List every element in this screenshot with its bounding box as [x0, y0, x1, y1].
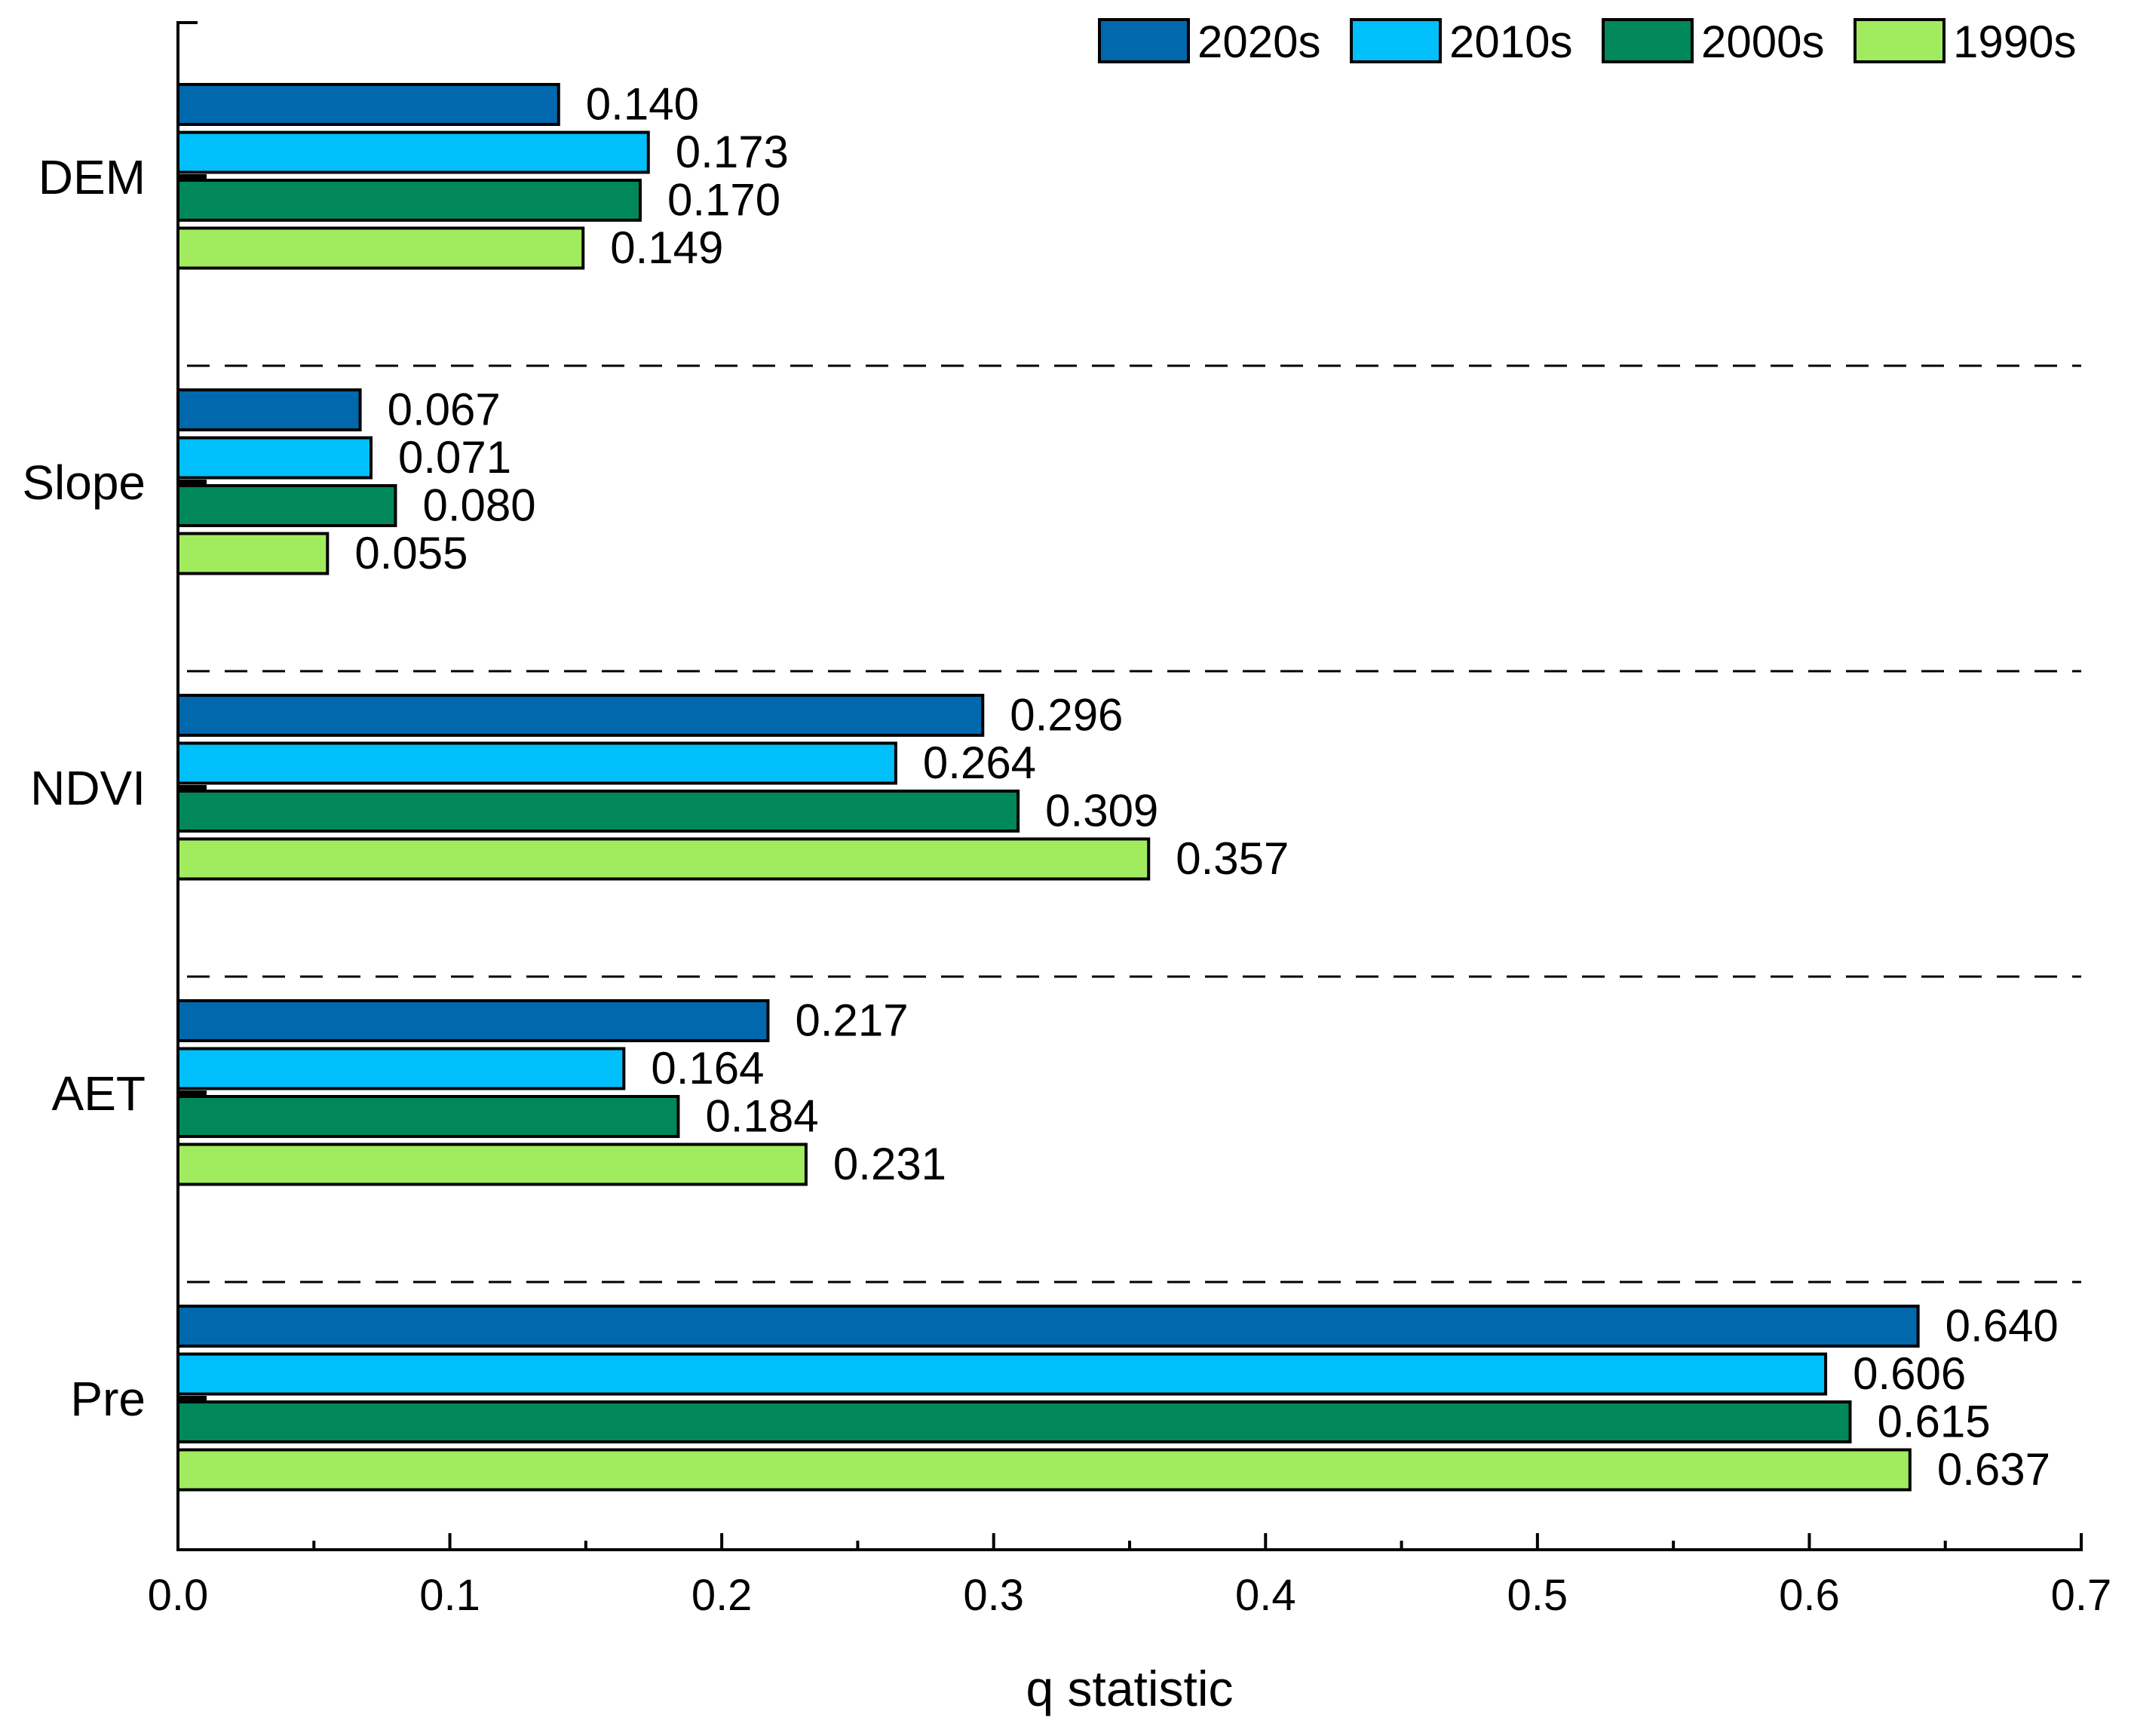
bar-aet-1990s	[176, 1143, 808, 1186]
value-label: 0.231	[833, 1139, 946, 1189]
x-tick-label: 0.4	[1235, 1571, 1296, 1620]
bar-dem-2020s	[176, 83, 560, 126]
category-label-slope: Slope	[22, 455, 146, 510]
category-label-ndvi: NDVI	[30, 761, 146, 815]
value-label: 0.309	[1045, 786, 1158, 836]
value-label: 0.071	[398, 432, 511, 483]
category-label-dem: DEM	[38, 150, 146, 204]
bar-pre-1990s	[176, 1448, 1912, 1492]
x-tick-label: 0.1	[419, 1571, 480, 1620]
x-tick-label: 0.5	[1507, 1571, 1568, 1620]
bar-slope-2020s	[176, 388, 362, 431]
bar-aet-2020s	[176, 999, 770, 1042]
bar-aet-2000s	[176, 1095, 680, 1138]
x-tick-label: 0.3	[963, 1571, 1024, 1620]
legend-label-1990s: 1990s	[1953, 17, 2076, 67]
bar-dem-1990s	[176, 226, 585, 270]
bar-ndvi-2010s	[176, 741, 897, 785]
x-axis-label: q statistic	[1026, 1661, 1233, 1716]
value-label: 0.217	[795, 995, 908, 1046]
x-tick-label: 0.2	[691, 1571, 753, 1620]
legend-swatch-2000s	[1602, 18, 1694, 63]
x-ticks: 0.0 0.1 0.2 0.3 0.4 0.5 0.6 0.7	[148, 1533, 2112, 1620]
bars	[176, 83, 1920, 1492]
bar-pre-2010s	[176, 1352, 1828, 1396]
value-label: 0.296	[1010, 690, 1123, 741]
value-label: 0.606	[1853, 1348, 1966, 1399]
value-label: 0.164	[651, 1043, 764, 1093]
category-label-aet: AET	[52, 1066, 146, 1121]
value-label: 0.264	[923, 738, 1036, 788]
legend-swatch-2010s	[1350, 18, 1442, 63]
category-labels: DEM Slope NDVI AET Pre	[22, 150, 146, 1426]
bar-slope-2000s	[176, 484, 397, 527]
value-label: 0.184	[705, 1091, 818, 1142]
value-label: 0.637	[1937, 1444, 2050, 1495]
bar-dem-2010s	[176, 130, 650, 174]
value-label: 0.055	[354, 528, 468, 578]
value-label: 0.149	[610, 222, 723, 273]
bar-slope-1990s	[176, 532, 330, 575]
legend-swatch-2020s	[1098, 18, 1190, 63]
value-label: 0.170	[667, 175, 780, 225]
value-label: 0.640	[1945, 1301, 2059, 1351]
legend-label-2000s: 2000s	[1701, 17, 1824, 67]
bar-pre-2020s	[176, 1305, 1920, 1348]
value-label: 0.140	[586, 79, 699, 130]
legend: 2020s 2010s 2000s 1990s	[1098, 17, 2076, 67]
x-tick-label: 0.7	[2051, 1571, 2112, 1620]
x-tick-label: 0.0	[148, 1571, 209, 1620]
legend-label-2020s: 2020s	[1197, 17, 1320, 67]
bar-pre-2000s	[176, 1400, 1852, 1443]
bar-slope-2010s	[176, 436, 373, 480]
value-label: 0.067	[388, 385, 501, 435]
bar-ndvi-2020s	[176, 694, 985, 737]
x-tick-label: 0.6	[1779, 1571, 1840, 1620]
value-label: 0.357	[1176, 833, 1289, 884]
value-label: 0.173	[676, 127, 789, 177]
group-separators	[187, 364, 2081, 1284]
bar-ndvi-1990s	[176, 837, 1151, 881]
bar-ndvi-2000s	[176, 790, 1020, 833]
value-label: 0.615	[1878, 1397, 1991, 1447]
bar-aet-2010s	[176, 1047, 626, 1090]
category-label-pre: Pre	[70, 1372, 146, 1426]
legend-swatch-1990s	[1854, 18, 1945, 63]
legend-label-2010s: 2010s	[1449, 17, 1572, 67]
value-label: 0.080	[422, 480, 535, 531]
bar-dem-2000s	[176, 179, 642, 222]
